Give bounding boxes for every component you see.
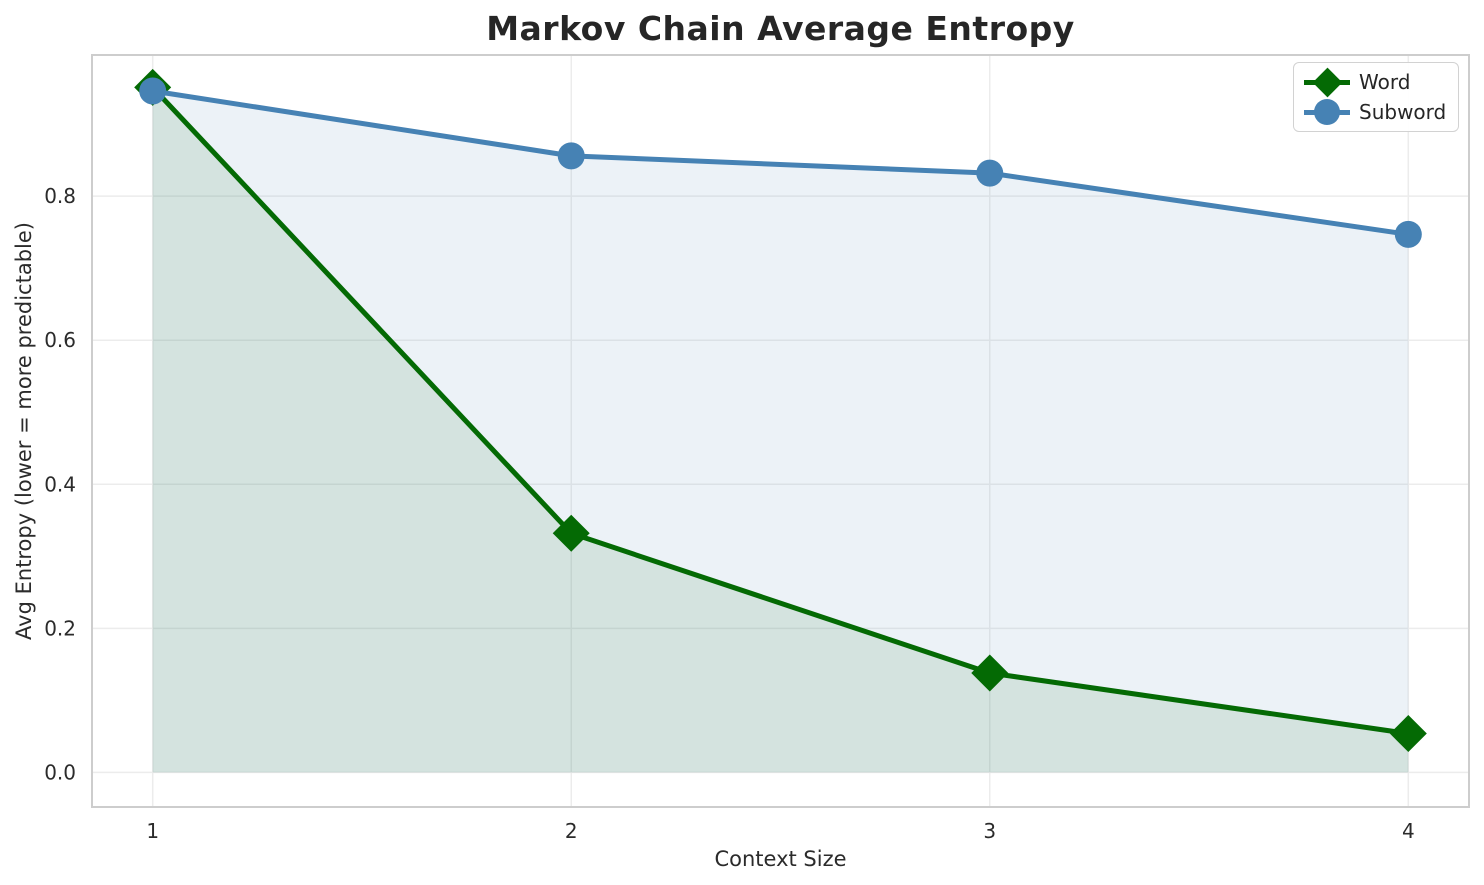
y-tick-label: 0.8 [44, 184, 76, 208]
area-fill-word [152, 87, 1409, 773]
x-axis-label: Context Size [714, 847, 847, 871]
x-tick-label: 1 [146, 819, 159, 843]
x-tick-label: 3 [983, 819, 996, 843]
data-point-subword [139, 77, 167, 105]
plot-border [91, 54, 1470, 808]
legend-item-subword: Subword [1304, 97, 1448, 127]
area-fill-subword [152, 91, 1409, 773]
legend-label-word: Word [1359, 70, 1411, 94]
legend-item-word: Word [1304, 67, 1448, 97]
y-tick-label: 0.6 [44, 328, 76, 352]
y-tick-label: 0.2 [44, 616, 76, 640]
series-line-word [150, 84, 1411, 737]
data-point-word [1389, 715, 1427, 753]
data-point-subword [976, 159, 1004, 187]
chart-title: Markov Chain Average Entropy [486, 9, 1075, 48]
x-tick-label: 4 [1402, 819, 1415, 843]
x-tick-label: 2 [565, 819, 578, 843]
subword-circle-icon [1314, 99, 1340, 125]
y-tick-label: 0.4 [44, 472, 76, 496]
data-point-subword [1394, 220, 1422, 248]
data-point-word [552, 514, 590, 552]
y-tick-label: 0.0 [44, 760, 76, 784]
legend-label-subword: Subword [1359, 100, 1447, 124]
legend: Word Subword [1293, 62, 1459, 132]
word-line-marker-sample [1304, 67, 1350, 97]
series-line-subword [150, 88, 1411, 237]
y-axis-label: Avg Entropy (lower = more predictable) [12, 222, 36, 640]
data-point-subword [557, 142, 585, 170]
subword-line-marker-sample [1304, 97, 1350, 127]
word-diamond-icon [1312, 67, 1342, 97]
data-point-word [971, 654, 1009, 692]
